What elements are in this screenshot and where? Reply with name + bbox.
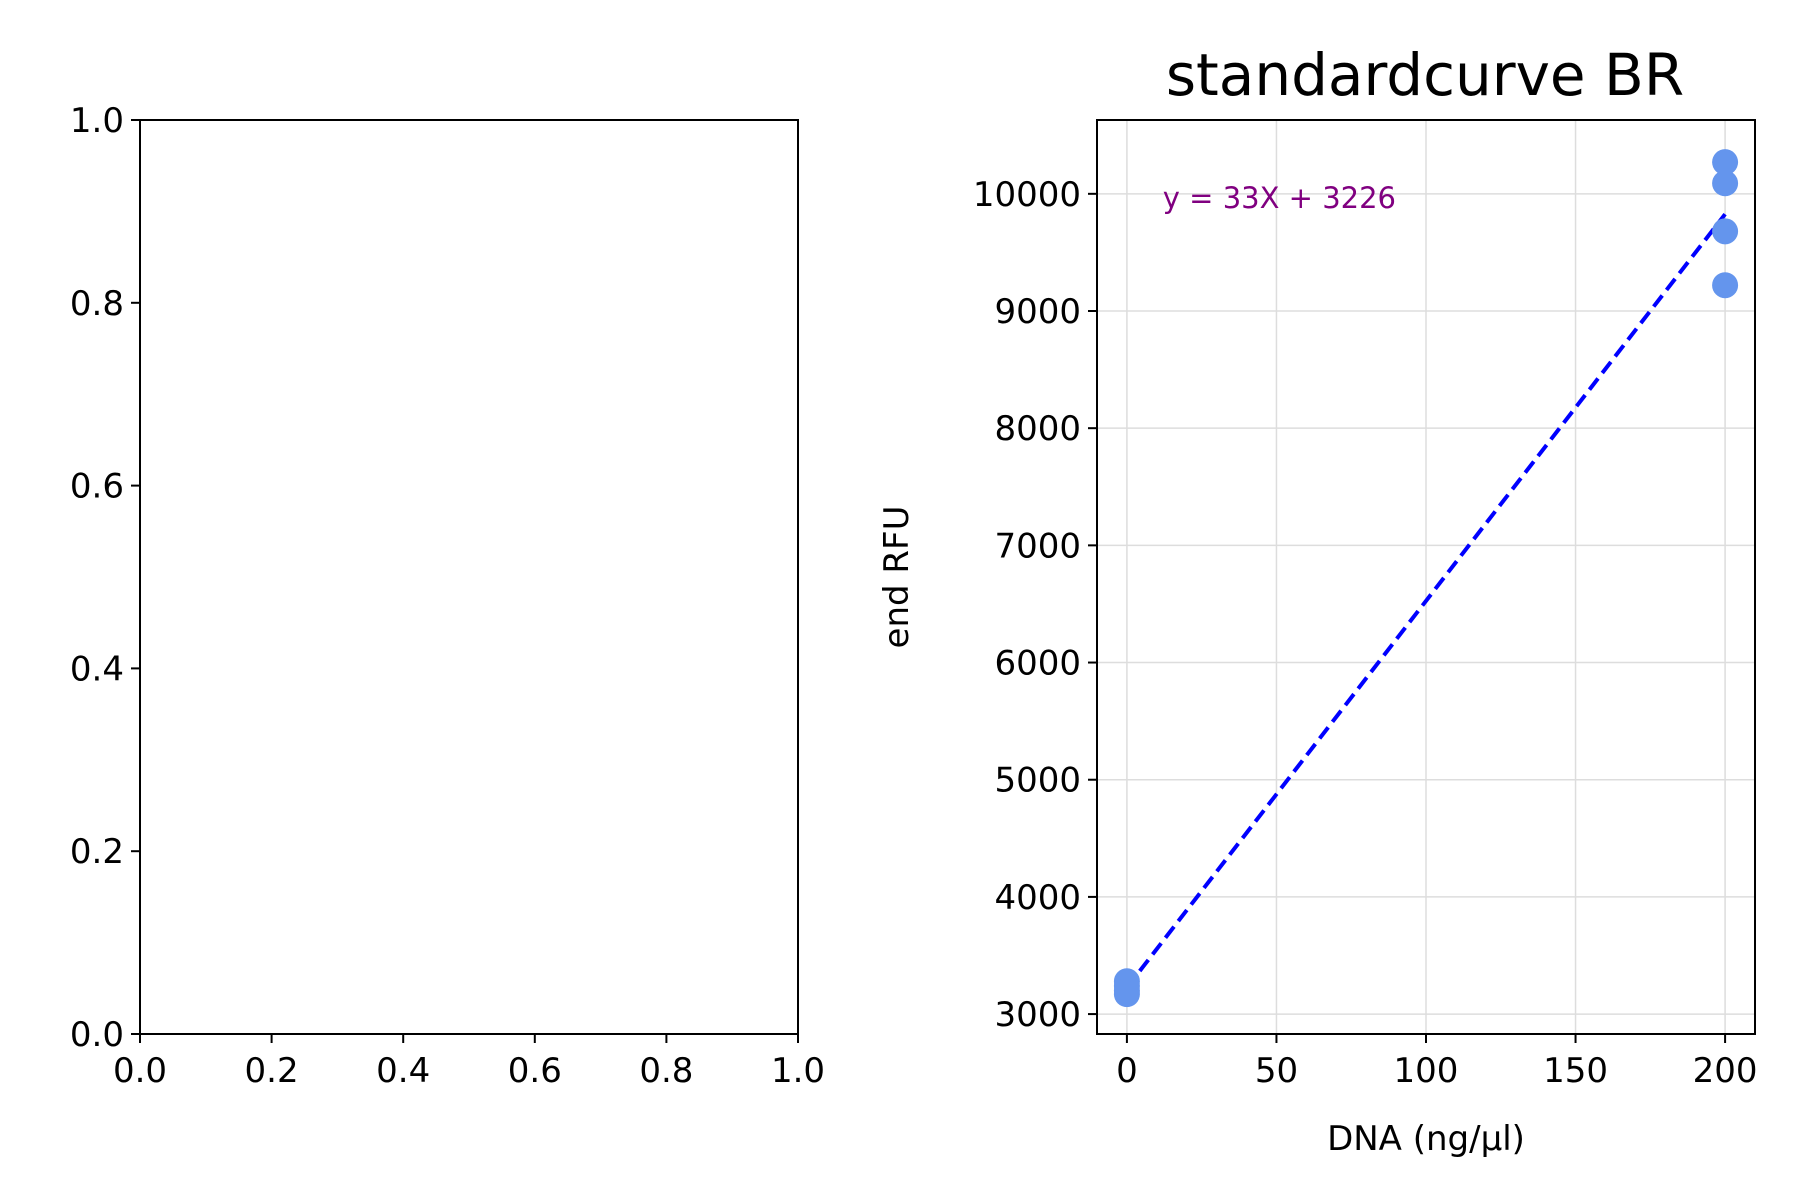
y-tick-label: 6000 [994, 644, 1081, 684]
y-tick-label: 0.4 [70, 649, 124, 689]
y-tick-label: 10000 [973, 175, 1081, 215]
x-tick-label: 100 [1394, 1051, 1459, 1091]
data-point [1712, 170, 1739, 197]
standard-curve-chart: standardcurve BR 0 50 100 150 200 3000 4000 500… [877, 41, 1758, 1159]
y-axis-label: end RFU [877, 506, 917, 649]
x-axis-label: DNA (ng/µl) [1327, 1119, 1525, 1159]
data-points [1113, 149, 1739, 1008]
chart-title: standardcurve BR [1166, 41, 1684, 109]
y-tick-label: 0.6 [70, 467, 124, 507]
y-tick-label: 7000 [994, 526, 1081, 566]
y-tick-label: 4000 [994, 878, 1081, 918]
x-tick-label: 0.6 [508, 1051, 562, 1091]
empty-chart-frame [139, 119, 799, 1035]
x-tick-label: 50 [1255, 1051, 1298, 1091]
y-tick-label: 0.8 [70, 284, 124, 324]
data-point [1712, 149, 1739, 176]
fit-equation: y = 33X + 3226 [1163, 181, 1396, 215]
empty-chart: 0.0 0.2 0.4 0.6 0.8 1.0 0.0 0.2 0.4 0.6 0.8 1.0 [70, 101, 825, 1091]
y-tick-label: 0.2 [70, 832, 124, 872]
standard-curve-frame [1096, 119, 1756, 1035]
x-tick-label: 0.0 [113, 1051, 167, 1091]
empty-chart-ticks: 0.0 0.2 0.4 0.6 0.8 1.0 0.0 0.2 0.4 0.6 0.8 1.0 [70, 101, 825, 1091]
y-tick-label: 8000 [994, 409, 1081, 449]
fit-line [1125, 212, 1727, 989]
x-tick-label: 0.4 [376, 1051, 430, 1091]
standard-curve-ticks: 0 50 100 150 200 3000 4000 5000 6000 7000 8000 9000… [973, 175, 1758, 1091]
y-tick-label: 0.0 [70, 1015, 124, 1055]
data-point [1712, 272, 1739, 299]
x-tick-label: 0.8 [639, 1051, 693, 1091]
x-tick-label: 1.0 [771, 1051, 825, 1091]
y-tick-label: 9000 [994, 292, 1081, 332]
y-tick-label: 1.0 [70, 101, 124, 141]
x-tick-label: 150 [1543, 1051, 1608, 1091]
data-point [1113, 981, 1140, 1008]
x-tick-label: 0.2 [245, 1051, 299, 1091]
y-tick-label: 3000 [994, 995, 1081, 1035]
data-point [1712, 218, 1739, 245]
x-tick-label: 0 [1116, 1051, 1138, 1091]
x-tick-label: 200 [1693, 1051, 1758, 1091]
fit-line-layer [1125, 212, 1727, 989]
y-tick-label: 5000 [994, 761, 1081, 801]
